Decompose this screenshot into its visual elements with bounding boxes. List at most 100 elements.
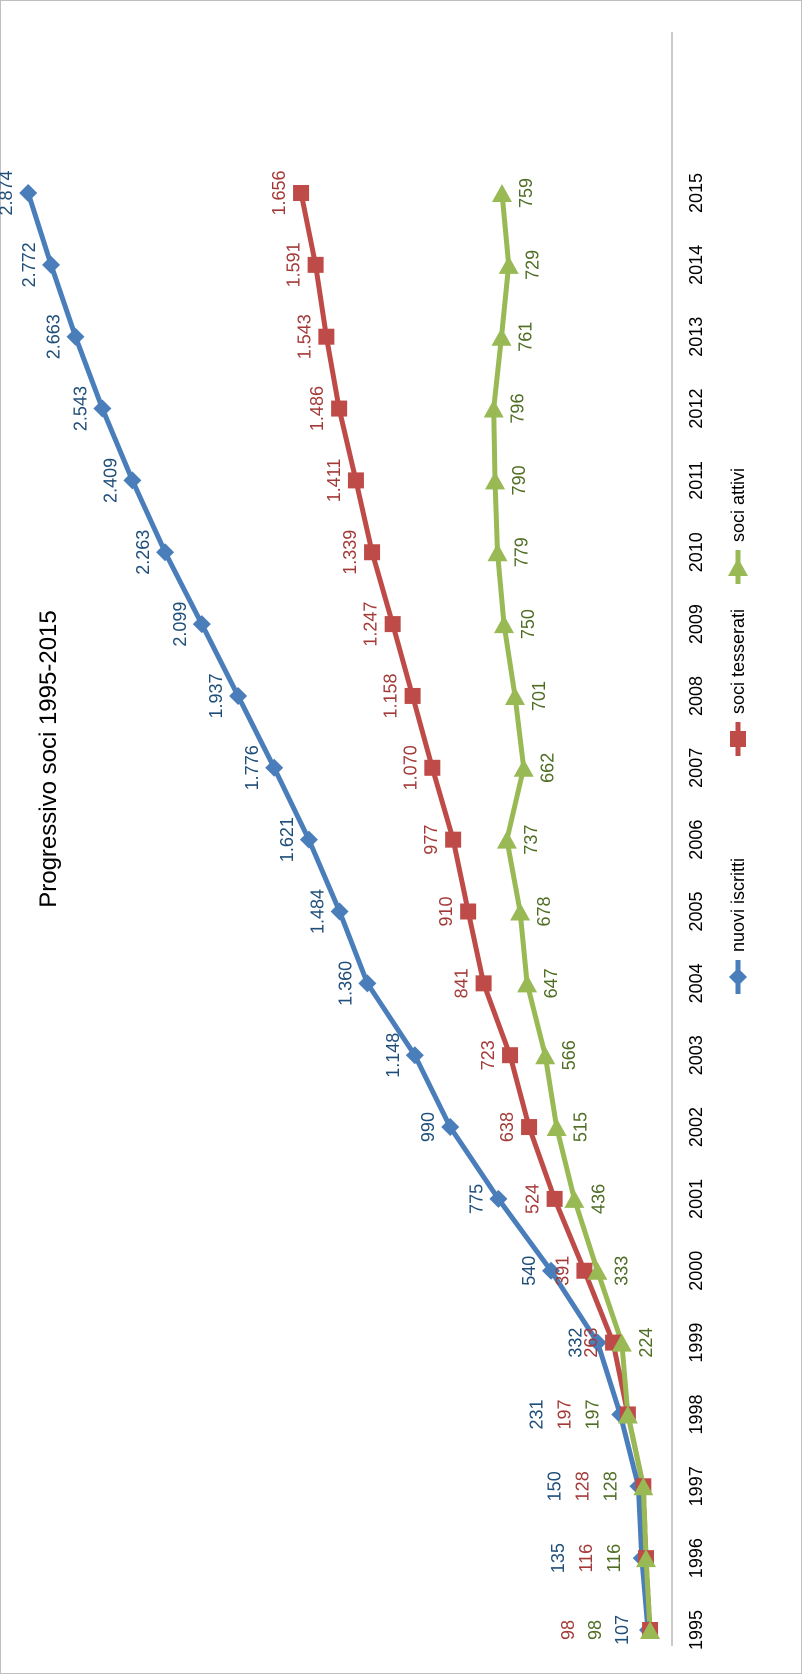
marker-soci-attivi-1998 bbox=[617, 1405, 638, 1424]
marker-soci-attivi-2013 bbox=[491, 327, 512, 346]
data-label-soci-tesserati-2004: 841 bbox=[452, 968, 472, 998]
data-label-soci-tesserati-1995: 98 bbox=[558, 1620, 578, 1640]
marker-soci-attivi-2009 bbox=[494, 615, 514, 634]
marker-soci-attivi-2014 bbox=[498, 255, 519, 274]
data-label-nuovi-iscritti-1997: 150 bbox=[544, 1471, 564, 1501]
data-label-soci-attivi-2014: 729 bbox=[523, 250, 543, 280]
data-label-soci-attivi-2006: 737 bbox=[521, 825, 541, 855]
marker-nuovi-iscritti-2015 bbox=[19, 184, 38, 202]
data-label-soci-tesserati-2015: 1.656 bbox=[269, 170, 289, 215]
x-tick-label-2015: 2015 bbox=[686, 173, 706, 213]
marker-nuovi-iscritti-2007 bbox=[265, 758, 284, 777]
x-tick-labels: 1995 1996 1997 1998 1999 2000 2001 2002 2003 2004… bbox=[686, 173, 706, 1650]
legend-label-nuovi-iscritti: nuovi iscritti bbox=[728, 858, 748, 952]
data-label-soci-tesserati-2008: 1.158 bbox=[381, 673, 401, 718]
data-label-soci-tesserati-2011: 1.411 bbox=[324, 459, 344, 503]
data-label-soci-attivi-2009: 750 bbox=[518, 609, 538, 639]
x-tick-label-2009: 2009 bbox=[686, 604, 706, 644]
x-tick-label-2011: 2011 bbox=[686, 461, 706, 500]
marker-soci-tesserati-2015 bbox=[293, 185, 310, 201]
legend-label-soci-tesserati: soci tesserati bbox=[728, 609, 748, 714]
data-label-soci-attivi-2001: 436 bbox=[588, 1184, 608, 1214]
data-label-soci-tesserati-2014: 1.591 bbox=[284, 242, 304, 287]
x-tick-label-2002: 2002 bbox=[686, 1107, 706, 1147]
data-label-soci-attivi-2004: 647 bbox=[541, 968, 561, 998]
legend-marker-nuovi-iscritti bbox=[729, 968, 747, 986]
x-tick-label-1998: 1998 bbox=[686, 1394, 706, 1434]
data-label-nuovi-iscritti-1998: 231 bbox=[526, 1399, 546, 1429]
marker-soci-attivi-2015 bbox=[491, 184, 512, 202]
data-label-nuovi-iscritti-2013: 2.663 bbox=[43, 314, 63, 359]
x-tick-label-1999: 1999 bbox=[686, 1323, 706, 1363]
marker-soci-attivi-2005 bbox=[510, 902, 531, 921]
marker-soci-tesserati-2002 bbox=[521, 1119, 538, 1136]
data-label-nuovi-iscritti-2004: 1.360 bbox=[335, 961, 355, 1006]
data-label-soci-tesserati-2005: 910 bbox=[436, 896, 456, 926]
marker-nuovi-iscritti-2006 bbox=[299, 830, 318, 849]
data-label-soci-attivi-2015: 759 bbox=[516, 178, 536, 208]
marker-nuovi-iscritti-2010 bbox=[156, 543, 175, 562]
data-label-nuovi-iscritti-2009: 2.099 bbox=[170, 602, 190, 647]
data-label-soci-attivi-2011: 790 bbox=[509, 465, 529, 495]
marker-soci-tesserati-2006 bbox=[445, 831, 462, 848]
data-label-nuovi-iscritti-2008: 1.937 bbox=[206, 673, 226, 718]
marker-nuovi-iscritti-2013 bbox=[66, 327, 85, 346]
data-label-soci-attivi-2012: 796 bbox=[508, 394, 528, 424]
data-label-nuovi-iscritti-2000: 540 bbox=[519, 1256, 539, 1286]
marker-soci-attivi-1997 bbox=[633, 1477, 654, 1496]
data-label-nuovi-iscritti-2005: 1.484 bbox=[308, 889, 328, 934]
data-label-soci-tesserati-1997: 128 bbox=[572, 1471, 592, 1501]
data-label-soci-attivi-2000: 333 bbox=[611, 1256, 631, 1286]
x-tick-label-2008: 2008 bbox=[686, 676, 706, 716]
marker-soci-tesserati-2003 bbox=[502, 1047, 519, 1064]
x-tick-label-2007: 2007 bbox=[686, 748, 706, 788]
data-label-nuovi-iscritti-2002: 990 bbox=[418, 1112, 438, 1142]
marker-soci-attivi-1995 bbox=[640, 1621, 661, 1639]
marker-soci-attivi-2002 bbox=[546, 1118, 567, 1137]
data-label-soci-tesserati-1999: 263 bbox=[581, 1328, 601, 1358]
marker-soci-tesserati-2000 bbox=[576, 1262, 593, 1279]
data-label-soci-tesserati-2002: 638 bbox=[497, 1112, 517, 1142]
data-label-soci-tesserati-2006: 977 bbox=[421, 825, 441, 855]
x-tick-label-2006: 2006 bbox=[686, 820, 706, 860]
data-label-soci-tesserati-2000: 391 bbox=[552, 1256, 572, 1286]
x-tick-label-2012: 2012 bbox=[686, 389, 706, 429]
marker-soci-tesserati-2011 bbox=[347, 472, 364, 489]
marker-nuovi-iscritti-2004 bbox=[358, 974, 377, 993]
data-label-soci-tesserati-2009: 1.247 bbox=[361, 602, 381, 647]
marker-soci-attivi-2008 bbox=[504, 686, 525, 705]
legend-item-soci-attivi: soci attivi bbox=[728, 468, 748, 584]
marker-soci-attivi-2000 bbox=[587, 1261, 608, 1280]
data-label-nuovi-iscritti-2007: 1.776 bbox=[242, 745, 262, 790]
chart-title: Progressivo soci 1995-2015 bbox=[35, 610, 62, 908]
marker-nuovi-iscritti-2009 bbox=[192, 615, 211, 634]
marker-nuovi-iscritti-2008 bbox=[229, 686, 248, 705]
marker-nuovi-iscritti-2014 bbox=[42, 255, 61, 274]
legend-item-nuovi-iscritti: nuovi iscritti bbox=[728, 858, 748, 994]
data-label-nuovi-iscritti-2001: 775 bbox=[466, 1184, 486, 1214]
x-tick-label-2001: 2001 bbox=[686, 1179, 706, 1219]
legend-label-soci-attivi: soci attivi bbox=[728, 468, 748, 542]
data-label-nuovi-iscritti-2014: 2.772 bbox=[19, 242, 39, 287]
marker-soci-tesserati-2010 bbox=[364, 544, 381, 561]
marker-soci-attivi-2010 bbox=[487, 543, 508, 562]
data-label-nuovi-iscritti-2003: 1.148 bbox=[383, 1033, 403, 1078]
data-label-soci-tesserati-2013: 1.543 bbox=[294, 314, 314, 359]
data-labels: 107 135 150 231 332 540 775 990 1.148 1.360 1.484 1… bbox=[0, 170, 656, 1645]
marker-soci-tesserati-2014 bbox=[307, 256, 324, 273]
data-label-soci-attivi-2003: 566 bbox=[559, 1040, 579, 1070]
data-label-soci-attivi-2002: 515 bbox=[571, 1112, 591, 1142]
data-label-nuovi-iscritti-2006: 1.621 bbox=[277, 817, 297, 862]
x-tick-label-2004: 2004 bbox=[686, 963, 706, 1003]
marker-soci-attivi-2004 bbox=[517, 974, 538, 993]
data-label-nuovi-iscritti-2011: 2.409 bbox=[100, 458, 120, 503]
marker-soci-tesserati-2001 bbox=[546, 1190, 563, 1207]
data-label-nuovi-iscritti-2010: 2.263 bbox=[133, 530, 153, 575]
marker-soci-attivi-2011 bbox=[485, 471, 506, 490]
data-label-soci-attivi-1995: 98 bbox=[585, 1620, 605, 1640]
x-tick-label-1996: 1996 bbox=[686, 1538, 706, 1578]
data-label-soci-tesserati-2001: 524 bbox=[523, 1184, 543, 1214]
data-label-soci-attivi-1997: 128 bbox=[600, 1471, 620, 1501]
data-label-nuovi-iscritti-1999: 332 bbox=[566, 1328, 586, 1358]
